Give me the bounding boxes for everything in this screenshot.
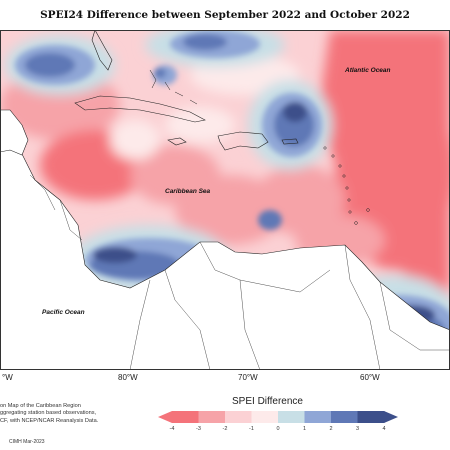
- lon-label-70w: 70°W: [238, 373, 258, 382]
- legend-bin: [172, 411, 199, 423]
- land-florida: [91, 30, 113, 71]
- label-atlantic-ocean: Atlantic Ocean: [344, 67, 391, 74]
- land-yucatan: [0, 109, 29, 156]
- legend-colorbar: [158, 411, 398, 423]
- map-title: SPEI24 Difference between September 2022…: [40, 9, 410, 21]
- label-pacific-ocean: Pacific Ocean: [42, 309, 85, 316]
- lon-label-60w: 60°W: [360, 373, 380, 382]
- legend-tick-label: 4: [382, 426, 386, 432]
- legend-tick-label: 3: [355, 426, 360, 432]
- legend-bin: [251, 411, 279, 423]
- islands-lesser-antilles: [323, 146, 370, 225]
- island-hispaniola: [217, 131, 269, 151]
- legend-arrow-left: [158, 411, 172, 423]
- legend-tick-label: 2: [329, 426, 333, 432]
- label-caribbean-sea: Caribbean Sea: [165, 188, 211, 195]
- credit-text: CIMH Mar-2023: [9, 439, 45, 445]
- legend-tick-label: -1: [249, 426, 254, 432]
- spei-map: Atlantic Ocean Caribbean Sea Pacific Oce…: [0, 30, 450, 370]
- legend-tick-label: -3: [196, 426, 201, 432]
- island-jamaica: [167, 137, 187, 146]
- legend-arrow-right: [384, 411, 398, 423]
- legend-title: SPEI Difference: [232, 396, 303, 407]
- legend-bin: [304, 411, 332, 423]
- map-canvas: Atlantic Ocean Caribbean Sea Pacific Oce…: [0, 30, 450, 370]
- legend-bin: [278, 411, 305, 423]
- legend-tick-label: 1: [302, 426, 307, 432]
- legend-tick-label: 0: [276, 426, 280, 432]
- note-line: on Map of the Caribbean Region: [0, 403, 81, 409]
- country-borders: [29, 174, 450, 370]
- land-mainland: [0, 149, 450, 370]
- note-line: CF, with NCEP/NCAR Reanalysis Data.: [0, 417, 99, 424]
- islands-bahamas: [149, 69, 198, 105]
- lon-label-90w: °W: [2, 373, 13, 382]
- legend-tick-label: -4: [169, 426, 175, 432]
- island-cuba: [74, 95, 206, 123]
- legend-bin: [331, 411, 358, 423]
- map-notes: on Map of the Caribbean Region ggregatin…: [0, 403, 98, 425]
- legend-bin: [357, 411, 385, 423]
- note-line: ggregating station based observations,: [0, 410, 97, 417]
- legend-bin: [225, 411, 252, 423]
- lon-label-80w: 80°W: [118, 373, 138, 382]
- island-puerto-rico: [281, 138, 299, 145]
- legend-tick-label: -2: [222, 426, 228, 432]
- legend-bin: [198, 411, 226, 423]
